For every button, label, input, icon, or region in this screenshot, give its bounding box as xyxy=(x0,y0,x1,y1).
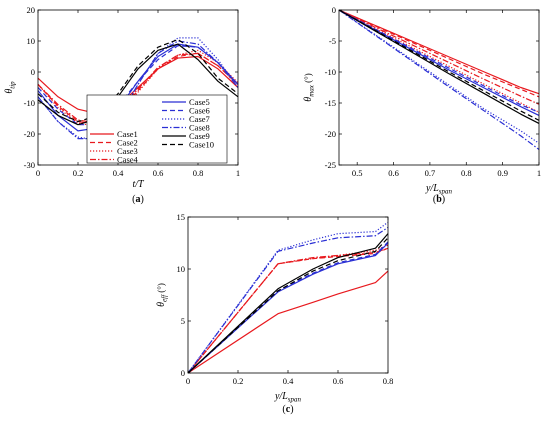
x-tick-label: 0.2 xyxy=(73,168,84,178)
x-tick-label: 0.8 xyxy=(193,168,204,178)
series-line-case2 xyxy=(338,9,540,98)
legend-label-case3: Case3 xyxy=(117,146,138,156)
series-line-case8 xyxy=(187,226,389,374)
y-tick-label: -30 xyxy=(24,160,35,170)
series-line-case5 xyxy=(187,242,389,374)
series-line-case4 xyxy=(187,247,389,374)
y-tick-label: 20 xyxy=(27,5,36,15)
legend-label-case7: Case7 xyxy=(189,114,210,124)
y-tick-label: -15 xyxy=(325,98,336,108)
y-tick-label: 5 xyxy=(181,316,185,326)
plot-frame xyxy=(338,9,540,166)
y-tick-label: -25 xyxy=(325,160,336,170)
x-axis-label: y/Lspan xyxy=(425,183,453,196)
y-tick-label: 10 xyxy=(177,264,186,274)
series-line-case4 xyxy=(338,9,540,105)
series-line-case1 xyxy=(187,270,389,374)
y-tick-label: 0 xyxy=(181,368,185,378)
y-axis-label: θtip xyxy=(4,81,17,94)
y-axis-label: θeff (°) xyxy=(156,283,169,307)
series-line-case7 xyxy=(187,221,389,374)
y-tick-label: 10 xyxy=(27,36,36,46)
legend-label-case6: Case6 xyxy=(189,106,210,116)
series-line-case6 xyxy=(37,45,239,126)
series-line-case6 xyxy=(338,9,540,113)
plot-frame xyxy=(187,216,389,374)
y-tick-label: -10 xyxy=(325,67,336,77)
x-axis-label: t/T xyxy=(132,179,145,190)
series-line-case1 xyxy=(338,9,540,95)
x-tick-label: 0.8 xyxy=(383,376,394,386)
y-tick-label: -20 xyxy=(325,129,336,139)
x-tick-label: 0.6 xyxy=(153,168,164,178)
series-line-case10 xyxy=(338,9,540,121)
panel-c: 0 0.2 0.4 0.6 0.8 0 5 10 15 y/Lspan θeff (°) (c) xyxy=(156,212,393,415)
series-line-case4 xyxy=(37,52,239,124)
series-line-case2 xyxy=(187,247,389,374)
series-line-case9 xyxy=(37,43,239,126)
series-line-case10 xyxy=(37,38,239,123)
y-tick-label: 0 xyxy=(332,5,336,15)
series-line-case3 xyxy=(37,49,239,127)
y-tick-label: -20 xyxy=(24,129,35,139)
y-axis-label: θmax (°) xyxy=(303,73,316,101)
x-tick-label: 0.8 xyxy=(461,168,472,178)
series-line-case7 xyxy=(338,9,540,144)
y-tick-label: 15 xyxy=(177,212,186,222)
legend-label-case1: Case1 xyxy=(117,129,138,139)
y-tick-label: -5 xyxy=(329,36,336,46)
legend-label-case8: Case8 xyxy=(189,123,210,133)
x-tick-label: 0.5 xyxy=(352,168,363,178)
panel-label: (c) xyxy=(282,404,293,415)
x-tick-label: 0.9 xyxy=(497,168,508,178)
legend-label-case10: Case10 xyxy=(189,140,214,150)
plot-frame xyxy=(37,9,239,166)
x-axis-label: y/Lspan xyxy=(274,391,302,404)
panel-label: (a) xyxy=(132,194,144,205)
series-line-case9 xyxy=(187,233,389,374)
x-tick-label: 0.6 xyxy=(388,168,399,178)
panel-b: 0.5 0.6 0.7 0.8 0.9 1 -25 -20 -15 -10 -5 0 y/Lspan θm… xyxy=(303,5,541,205)
legend-label-case9: Case9 xyxy=(189,131,210,141)
panel-label: (b) xyxy=(433,194,445,205)
legend-box xyxy=(86,94,228,164)
x-tick-label: 0 xyxy=(186,376,190,386)
y-tick-label: -10 xyxy=(24,98,35,108)
series-line-case1 xyxy=(37,55,239,115)
panel-a: 0 0.2 0.4 0.6 0.8 1 -30 -20 -10 0 10 20 t/T θtip (a) Ca… xyxy=(4,5,240,205)
x-tick-label: 0.6 xyxy=(333,376,344,386)
series-line-case3 xyxy=(338,9,540,113)
legend-label-case4: Case4 xyxy=(117,155,139,165)
series-line-case8 xyxy=(338,9,540,150)
y-tick-label: 0 xyxy=(31,67,35,77)
legend-label-case5: Case5 xyxy=(189,97,210,107)
series-line-case7 xyxy=(37,37,239,141)
x-tick-label: 1 xyxy=(236,168,240,178)
legend-label-case2: Case2 xyxy=(117,138,138,148)
x-tick-label: 0.7 xyxy=(425,168,436,178)
x-tick-label: 1 xyxy=(537,168,541,178)
x-tick-label: 0.2 xyxy=(233,376,244,386)
x-tick-label: 0.4 xyxy=(113,168,124,178)
x-tick-label: 0.4 xyxy=(283,376,294,386)
series-lines xyxy=(338,9,540,150)
series-lines xyxy=(37,37,239,141)
x-tick-label: 0 xyxy=(36,168,40,178)
series-line-case8 xyxy=(37,40,239,140)
series-lines xyxy=(187,221,389,374)
